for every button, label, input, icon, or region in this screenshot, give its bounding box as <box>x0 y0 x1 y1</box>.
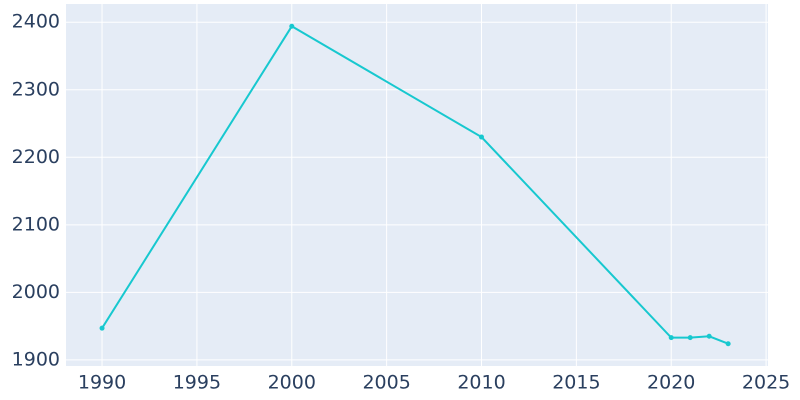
point <box>289 23 295 29</box>
y-tick-label: 2000 <box>12 281 60 303</box>
x-tick-label: 2015 <box>552 372 600 394</box>
point <box>99 325 105 331</box>
y-tick-label: 2100 <box>12 213 60 235</box>
point <box>706 333 712 339</box>
point <box>687 335 693 341</box>
x-tick-label: 2020 <box>647 372 695 394</box>
x-tick-label: 1995 <box>173 372 221 394</box>
y-tick-label: 2300 <box>12 78 60 100</box>
plot-area <box>66 4 768 366</box>
y-tick-label: 2400 <box>12 11 60 33</box>
x-tick-label: 2000 <box>268 372 316 394</box>
x-tick-label: 2010 <box>457 372 505 394</box>
point <box>668 335 674 341</box>
x-tick-label: 2005 <box>362 372 410 394</box>
x-tick-label: 2025 <box>742 372 790 394</box>
y-tick-label: 2200 <box>12 146 60 168</box>
point <box>479 134 485 140</box>
y-tick-label: 1900 <box>12 348 60 370</box>
x-tick-label: 1990 <box>78 372 126 394</box>
point <box>725 341 731 347</box>
